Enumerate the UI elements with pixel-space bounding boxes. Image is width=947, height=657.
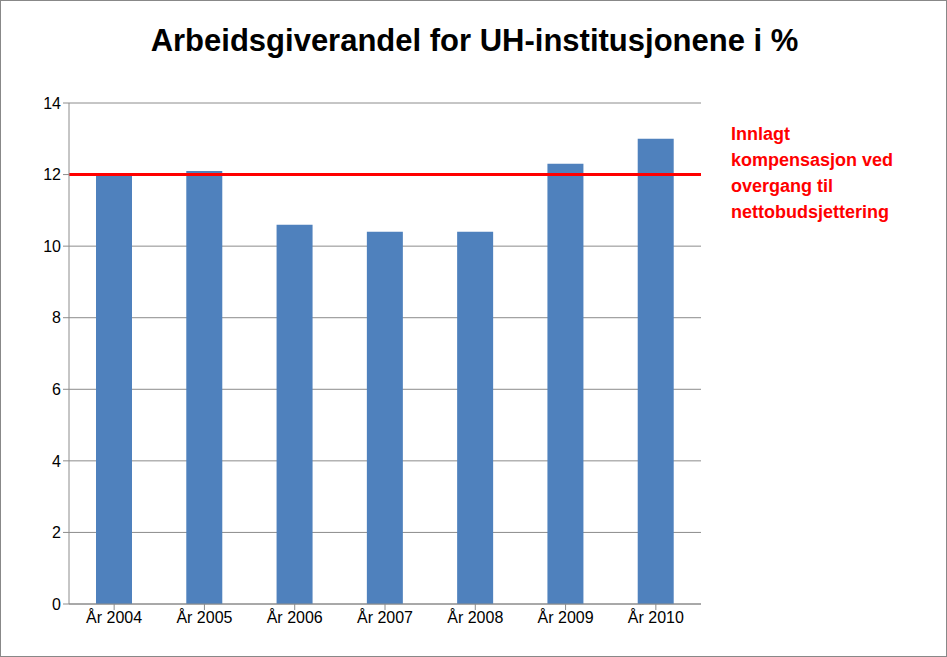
svg-text:overgang til: overgang til — [731, 176, 833, 196]
svg-text:14: 14 — [43, 95, 61, 112]
svg-text:8: 8 — [52, 309, 61, 326]
svg-text:År 2007: År 2007 — [357, 608, 413, 626]
svg-text:Innlagt: Innlagt — [731, 124, 790, 144]
svg-text:nettobudsjettering: nettobudsjettering — [731, 202, 889, 222]
svg-text:4: 4 — [52, 453, 61, 470]
svg-text:10: 10 — [43, 238, 61, 255]
svg-text:År 2010: År 2010 — [628, 608, 684, 626]
svg-text:År 2006: År 2006 — [267, 608, 323, 626]
svg-text:År 2005: År 2005 — [176, 608, 232, 626]
svg-text:0: 0 — [52, 596, 61, 613]
svg-text:År 2008: År 2008 — [447, 608, 503, 626]
svg-text:12: 12 — [43, 166, 61, 183]
html-text:Arbeidsgiverandel for UH-insti: Arbeidsgiverandel for UH-institusjonene … — [150, 23, 799, 58]
svg-text:År 2009: År 2009 — [538, 608, 594, 626]
svg-text:År 2004: År 2004 — [86, 608, 142, 626]
svg-text:kompensasjon ved: kompensasjon ved — [731, 150, 893, 170]
svg-text:6: 6 — [52, 381, 61, 398]
svg-text:2: 2 — [52, 524, 61, 541]
